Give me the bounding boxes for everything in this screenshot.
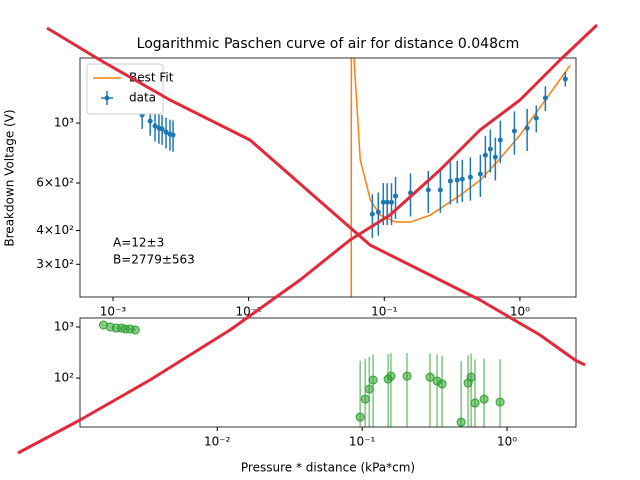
data-point xyxy=(375,209,381,215)
x-tick-label: 10⁻² xyxy=(204,435,231,449)
data-point xyxy=(479,394,489,404)
x-tick-label: 10⁰ xyxy=(497,435,517,449)
data-point xyxy=(368,375,378,385)
data-point xyxy=(477,171,483,177)
data-point xyxy=(487,146,493,152)
data-point xyxy=(147,118,153,124)
data-point xyxy=(425,187,431,193)
data-point xyxy=(511,128,517,134)
annotation: B=2779±563 xyxy=(113,253,195,267)
y-tick-label: 3×10² xyxy=(36,257,74,271)
data-point xyxy=(470,398,480,408)
data-point xyxy=(454,177,460,183)
data-point xyxy=(163,129,169,135)
data-point xyxy=(437,187,443,193)
legend-box xyxy=(86,63,164,115)
y-tick-label: 10³ xyxy=(54,116,74,130)
data-point xyxy=(466,372,476,382)
data-point xyxy=(388,199,394,205)
data-point xyxy=(130,325,140,335)
legend-label: Best Fit xyxy=(129,71,174,85)
data-point xyxy=(360,394,370,404)
data-point xyxy=(533,115,539,121)
x-tick-label: 10⁻² xyxy=(235,305,262,319)
data-point xyxy=(170,132,176,138)
x-tick-label: 10⁰ xyxy=(510,305,530,319)
axes-frame xyxy=(79,317,577,428)
data-point xyxy=(402,371,412,381)
y-axis-label: Breakdown Voltage (V) xyxy=(3,109,17,246)
fit-line xyxy=(350,58,571,297)
data-point xyxy=(425,372,435,382)
data-point xyxy=(524,125,530,131)
data-point xyxy=(459,176,465,182)
data-point xyxy=(497,137,503,143)
y-tick-label: 10³ xyxy=(54,319,74,333)
axes-frame xyxy=(79,57,577,298)
x-axis-label: Pressure * distance (kPa*cm) xyxy=(241,461,415,475)
data-point xyxy=(384,199,390,205)
x-tick-label: 10⁻¹ xyxy=(371,305,398,319)
data-point xyxy=(159,126,165,132)
data-point xyxy=(562,76,568,82)
data-point xyxy=(447,178,453,184)
data-point xyxy=(386,371,396,381)
data-point xyxy=(364,384,374,394)
data-point xyxy=(492,154,498,160)
data-point xyxy=(380,199,386,205)
data-point xyxy=(393,193,399,199)
data-point xyxy=(542,95,548,101)
data-point xyxy=(482,152,488,158)
data-point xyxy=(437,379,447,389)
data-point xyxy=(495,397,505,407)
y-tick-label: 4×10² xyxy=(36,223,74,237)
legend-label: data xyxy=(129,91,156,105)
legend-swatch xyxy=(104,95,110,101)
chart-title: Logarithmic Paschen curve of air for dis… xyxy=(137,36,520,52)
data-point xyxy=(355,412,365,422)
x-tick-label: 10⁻³ xyxy=(100,305,127,319)
data-point xyxy=(467,174,473,180)
plot-area xyxy=(98,320,505,427)
x-tick-label: 10⁻¹ xyxy=(349,435,376,449)
overlay-stroke xyxy=(46,26,586,367)
overlay-stroke xyxy=(17,23,599,455)
y-tick-label: 10² xyxy=(54,371,74,385)
annotation: A=12±3 xyxy=(113,236,164,250)
y-tick-label: 6×10² xyxy=(36,175,74,189)
data-point xyxy=(369,211,375,217)
data-point xyxy=(456,417,466,427)
data-point xyxy=(152,123,158,129)
